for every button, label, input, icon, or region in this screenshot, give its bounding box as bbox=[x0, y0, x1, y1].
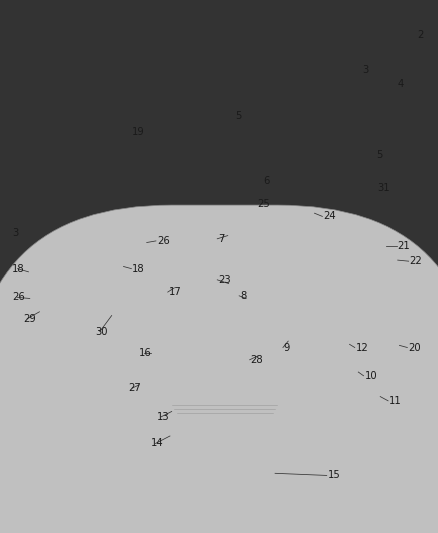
FancyBboxPatch shape bbox=[180, 261, 347, 430]
Text: 5: 5 bbox=[236, 111, 242, 121]
Polygon shape bbox=[70, 87, 206, 157]
Text: 3: 3 bbox=[12, 229, 18, 238]
Text: 14: 14 bbox=[151, 439, 164, 448]
Circle shape bbox=[0, 0, 418, 373]
Circle shape bbox=[174, 17, 438, 457]
Circle shape bbox=[156, 39, 438, 480]
FancyBboxPatch shape bbox=[124, 191, 434, 512]
Circle shape bbox=[0, 0, 318, 306]
Text: 30: 30 bbox=[95, 327, 108, 336]
Polygon shape bbox=[57, 74, 219, 177]
Circle shape bbox=[0, 0, 438, 491]
Text: 8: 8 bbox=[240, 291, 246, 301]
Circle shape bbox=[7, 0, 438, 360]
Polygon shape bbox=[239, 100, 342, 145]
FancyBboxPatch shape bbox=[135, 184, 438, 505]
Circle shape bbox=[0, 0, 438, 505]
Polygon shape bbox=[237, 118, 245, 147]
Ellipse shape bbox=[0, 54, 438, 533]
Polygon shape bbox=[290, 47, 321, 74]
Text: 28: 28 bbox=[251, 355, 263, 365]
Polygon shape bbox=[13, 74, 96, 96]
Text: 12: 12 bbox=[356, 343, 368, 352]
FancyBboxPatch shape bbox=[0, 205, 438, 533]
Circle shape bbox=[0, 0, 262, 363]
Text: 5: 5 bbox=[376, 150, 382, 159]
Circle shape bbox=[0, 0, 438, 491]
Text: 24: 24 bbox=[323, 212, 336, 221]
Text: 29: 29 bbox=[23, 314, 35, 324]
Polygon shape bbox=[24, 128, 50, 176]
Circle shape bbox=[169, 33, 438, 473]
Circle shape bbox=[138, 17, 438, 457]
Polygon shape bbox=[166, 402, 284, 441]
Text: 26: 26 bbox=[157, 236, 170, 246]
Text: 19: 19 bbox=[132, 127, 145, 137]
Text: 9: 9 bbox=[284, 343, 290, 352]
Text: 17: 17 bbox=[169, 287, 181, 297]
Polygon shape bbox=[118, 138, 175, 154]
Text: 21: 21 bbox=[398, 241, 410, 251]
Text: 23: 23 bbox=[218, 275, 231, 285]
Text: 15: 15 bbox=[328, 471, 340, 480]
FancyBboxPatch shape bbox=[206, 254, 374, 423]
Polygon shape bbox=[209, 159, 223, 273]
Circle shape bbox=[0, 0, 363, 533]
Circle shape bbox=[0, 0, 256, 350]
Polygon shape bbox=[11, 149, 68, 309]
Text: 6: 6 bbox=[263, 176, 269, 186]
Text: 26: 26 bbox=[12, 293, 25, 302]
Text: 3: 3 bbox=[363, 66, 369, 75]
Polygon shape bbox=[235, 102, 254, 123]
Polygon shape bbox=[369, 388, 389, 411]
Text: 27: 27 bbox=[128, 383, 141, 393]
Circle shape bbox=[0, 0, 372, 294]
Circle shape bbox=[0, 0, 274, 337]
Text: 13: 13 bbox=[157, 412, 170, 422]
Polygon shape bbox=[144, 244, 195, 288]
Text: 16: 16 bbox=[139, 348, 152, 358]
Circle shape bbox=[0, 0, 371, 398]
FancyBboxPatch shape bbox=[222, 254, 389, 423]
Circle shape bbox=[169, 2, 438, 441]
Circle shape bbox=[143, 2, 438, 441]
Text: 18: 18 bbox=[132, 264, 145, 273]
Text: 7: 7 bbox=[218, 234, 225, 244]
FancyBboxPatch shape bbox=[196, 261, 363, 430]
FancyBboxPatch shape bbox=[109, 191, 419, 512]
Circle shape bbox=[143, 33, 438, 473]
Circle shape bbox=[7, 0, 438, 525]
Circle shape bbox=[48, 0, 438, 533]
Circle shape bbox=[156, 0, 438, 435]
Text: 25: 25 bbox=[258, 199, 270, 208]
Polygon shape bbox=[245, 84, 320, 102]
Circle shape bbox=[0, 0, 438, 518]
Circle shape bbox=[0, 0, 415, 418]
Text: 22: 22 bbox=[410, 256, 422, 266]
